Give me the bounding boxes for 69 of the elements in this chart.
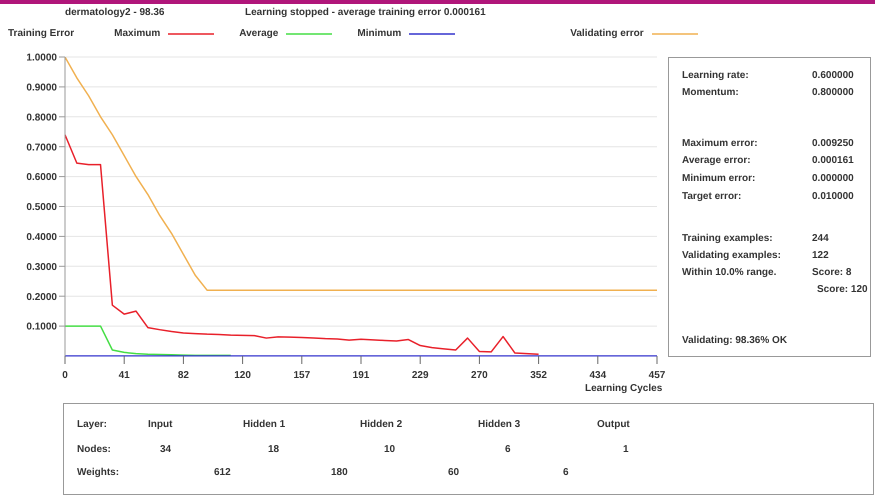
text: 0.009250 xyxy=(812,138,854,149)
text: Target error: xyxy=(682,191,742,202)
text: 612 xyxy=(214,467,231,478)
text: 1 xyxy=(623,444,629,455)
text: Input xyxy=(148,419,172,430)
text: Validating: 98.36% OK xyxy=(682,335,788,346)
text: Hidden 1 xyxy=(243,419,286,430)
text: Training examples: xyxy=(682,233,773,244)
legend-label: Minimum xyxy=(357,28,402,39)
text: 180 xyxy=(331,467,348,478)
text: 0.010000 xyxy=(812,191,854,202)
text: Validating examples: xyxy=(682,250,781,261)
text: Layer: xyxy=(77,419,108,430)
text: Learning rate: xyxy=(682,70,749,81)
y-tick-label: 0.3000 xyxy=(26,262,58,273)
text: 0.000161 xyxy=(812,155,854,166)
chart-title: dermatology2 - 98.36 xyxy=(65,7,164,18)
x-tick-label: 270 xyxy=(471,370,488,381)
text: 0.600000 xyxy=(812,70,854,81)
text: Momentum: xyxy=(682,87,739,98)
x-tick-label: 191 xyxy=(352,370,370,381)
text: 34 xyxy=(160,444,172,455)
legend-label: Validating error xyxy=(570,28,644,39)
text: Weights: xyxy=(77,467,120,478)
text: 6 xyxy=(505,444,511,455)
y-tick-label: 0.1000 xyxy=(26,322,58,333)
text: Average error: xyxy=(682,155,751,166)
text: Minimum error: xyxy=(682,173,756,184)
x-tick-label: 352 xyxy=(530,370,548,381)
x-tick-label: 434 xyxy=(589,370,607,381)
text: Maximum error: xyxy=(682,138,758,149)
text: 6 xyxy=(563,467,569,478)
text: 244 xyxy=(812,233,829,244)
y-tick-label: 0.8000 xyxy=(26,112,58,124)
legend-label: Maximum xyxy=(114,28,160,39)
x-axis-title: Learning Cycles xyxy=(585,383,662,394)
text: Score: 8 xyxy=(812,267,852,278)
y-tick-label: 0.6000 xyxy=(26,172,58,184)
text: Hidden 2 xyxy=(360,419,402,430)
x-tick-label: 0 xyxy=(62,370,68,381)
x-tick-label: 82 xyxy=(178,370,190,381)
text: 18 xyxy=(268,444,280,455)
y-tick-label: 0.2000 xyxy=(26,292,58,303)
chart-subtitle: Learning stopped - average training error 0.000161 xyxy=(245,7,486,18)
text: 60 xyxy=(448,467,460,478)
text: 10 xyxy=(384,444,396,455)
text: Within 10.0% range. xyxy=(682,267,776,278)
y-tick-label: 0.4000 xyxy=(26,232,58,243)
text: 0.800000 xyxy=(812,87,854,98)
x-tick-label: 41 xyxy=(118,370,130,381)
text: Score: 120 xyxy=(817,284,868,295)
y-tick-label: 0.7000 xyxy=(26,142,58,154)
y-tick-label: 1.0000 xyxy=(26,52,58,64)
legend-label: Average xyxy=(239,28,278,39)
x-tick-label: 157 xyxy=(293,370,311,381)
x-tick-label: 229 xyxy=(412,370,429,381)
line-series xyxy=(64,325,232,356)
x-tick-label: 457 xyxy=(648,370,666,381)
text: Output xyxy=(597,419,630,430)
text: Nodes: xyxy=(77,444,111,455)
legend-title: Training Error xyxy=(8,28,74,39)
text: 122 xyxy=(812,250,829,261)
text: 0.000000 xyxy=(812,173,854,184)
y-tick-label: 0.5000 xyxy=(26,202,58,214)
line-series xyxy=(64,134,540,355)
text: Hidden 3 xyxy=(478,419,520,430)
line-series xyxy=(64,57,658,291)
y-tick-label: 0.9000 xyxy=(26,82,58,94)
x-tick-label: 120 xyxy=(234,370,252,381)
